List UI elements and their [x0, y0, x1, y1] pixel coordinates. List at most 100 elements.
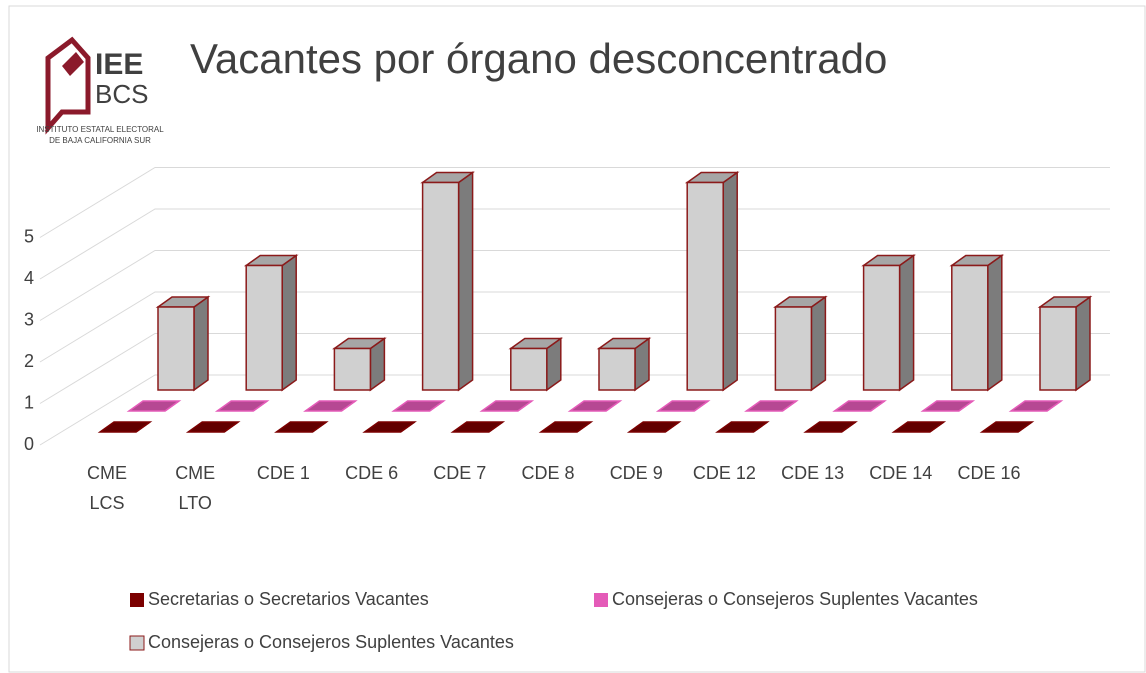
bar-side: [193, 295, 209, 392]
bar: [626, 421, 682, 433]
bar-top: [303, 400, 358, 412]
y-tick-label: 1: [24, 392, 34, 412]
bar-side: [722, 171, 738, 392]
bar-front: [774, 306, 813, 391]
bar: [684, 171, 740, 392]
legend-swatch: [129, 635, 145, 651]
bar: [891, 421, 947, 433]
logo-icon: [62, 52, 84, 76]
bar: [391, 400, 446, 412]
bar: [185, 421, 241, 433]
logo-line: DE BAJA CALIFORNIA SUR: [49, 136, 151, 145]
chart-title: Vacantes por órgano desconcentrado: [190, 35, 887, 82]
bar: [1008, 400, 1064, 412]
bar: [744, 400, 799, 412]
bar: [332, 337, 387, 392]
bar-front: [421, 181, 460, 391]
bar: [655, 400, 711, 412]
y-tick-label: 5: [24, 226, 34, 246]
x-tick-label: CDE 14: [869, 463, 932, 483]
legend-label: Consejeras o Consejeros Suplentes Vacant…: [148, 632, 514, 652]
bar: [362, 421, 417, 433]
bar-top: [891, 421, 947, 433]
grid-line: [39, 291, 1110, 363]
bar-top: [832, 400, 887, 412]
x-tick-label: CME LTO: [175, 463, 215, 513]
bar: [1037, 295, 1093, 392]
bar-top: [274, 421, 329, 433]
bar-top: [185, 421, 241, 433]
x-tick-label: CDE 16: [957, 463, 1020, 483]
y-tick-label: 3: [24, 309, 34, 329]
logo-sub: BCS: [95, 79, 148, 109]
bar: [567, 400, 623, 412]
bar-top: [1008, 400, 1064, 412]
bar-top: [655, 400, 711, 412]
bar-side: [281, 254, 297, 392]
bar: [214, 400, 270, 412]
legend-label: Secretarias o Secretarios Vacantes: [148, 589, 429, 609]
bar-front: [157, 306, 195, 391]
bar: [97, 421, 153, 433]
bar-top: [97, 421, 153, 433]
grid-line: [39, 250, 1110, 321]
bar-front: [862, 264, 901, 391]
bar: [155, 295, 211, 392]
bar-top: [567, 400, 623, 412]
logo: IEE BCS INSTITUTO ESTATAL ELECTORAL DE B…: [36, 36, 164, 145]
bar-front: [686, 181, 724, 391]
bar-top: [626, 421, 682, 433]
bar-side: [457, 171, 474, 392]
y-tick-label: 0: [24, 434, 34, 454]
bar: [508, 337, 564, 392]
bar: [773, 295, 828, 392]
grid-line: [39, 208, 1110, 280]
bar: [538, 421, 594, 433]
bar-top: [450, 421, 506, 433]
x-tick-label: CDE 1: [257, 463, 310, 483]
bar: [479, 400, 535, 412]
bar-side: [898, 254, 915, 392]
bar-top: [715, 421, 770, 433]
bar-top: [744, 400, 799, 412]
bar: [920, 400, 976, 412]
bar-front: [510, 347, 548, 391]
bar-top: [538, 421, 594, 433]
bar: [832, 400, 887, 412]
legend-swatch: [130, 593, 144, 607]
y-tick-label: 4: [24, 268, 34, 288]
bar-top: [391, 400, 446, 412]
y-tick-label: 2: [24, 351, 34, 371]
bar: [803, 421, 858, 433]
bar: [274, 421, 329, 433]
bar: [949, 254, 1005, 392]
x-tick-label: CDE 8: [521, 463, 574, 483]
bar-side: [987, 254, 1003, 392]
bar-top: [920, 400, 976, 412]
bar: [861, 254, 916, 392]
x-tick-label: CDE 7: [433, 463, 486, 483]
legend-label: Consejeras o Consejeros Suplentes Vacant…: [612, 589, 978, 609]
bar: [979, 421, 1035, 433]
logo-name: IEE: [95, 48, 143, 81]
bar-side: [1075, 295, 1091, 392]
bar: [596, 337, 652, 392]
logo-icon: [45, 36, 91, 135]
bar-top: [126, 400, 182, 412]
x-tick-label: CDE 13: [781, 463, 844, 483]
bar: [303, 400, 358, 412]
bar-top: [214, 400, 270, 412]
x-tick-label: CDE 12: [693, 463, 756, 483]
bar: [243, 254, 299, 392]
legend-swatch: [594, 593, 608, 607]
frame: [8, 5, 1146, 673]
x-tick-label: CDE 9: [610, 463, 663, 483]
bar-top: [803, 421, 858, 433]
bar: [126, 400, 182, 412]
x-tick-label: CDE 6: [345, 463, 398, 483]
bar-top: [362, 421, 417, 433]
bar: [420, 171, 475, 392]
logo-line: INSTITUTO ESTATAL ELECTORAL: [36, 125, 164, 134]
bar-front: [598, 347, 636, 391]
